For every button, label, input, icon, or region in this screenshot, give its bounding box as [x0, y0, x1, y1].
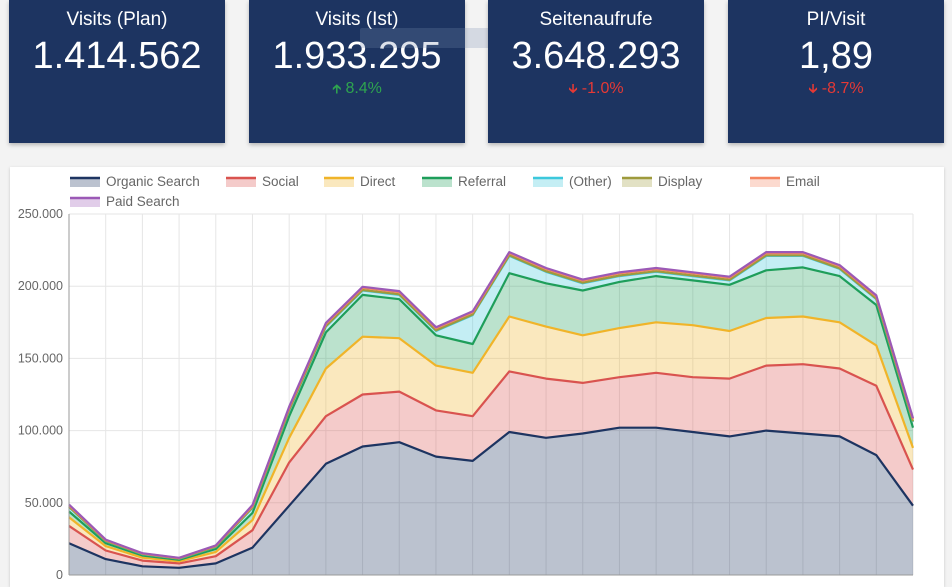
- legend-item-referral: Referral: [422, 174, 506, 189]
- kpi-change-value: -8.7%: [821, 80, 864, 97]
- legend-swatch-fill: [533, 178, 563, 187]
- area-social: [69, 364, 913, 568]
- legend-item-email: Email: [750, 174, 820, 189]
- kpi-change: 🡱 8.4%: [249, 80, 465, 102]
- y-tick-label: 0: [56, 568, 63, 582]
- kpi-title: Visits (Plan): [66, 9, 168, 30]
- legend-swatch-fill: [70, 178, 100, 187]
- legend-swatch-fill: [750, 178, 780, 187]
- kpi-card-pi-visit: PI/Visit 1,89 🡳 -8.7%: [728, 0, 944, 143]
- legend-label: Social: [262, 174, 299, 189]
- line-direct: [68, 315, 915, 563]
- kpi-title: Seitenaufrufe: [539, 9, 653, 30]
- legend-item-social: Social: [226, 174, 299, 189]
- legend-item-paid-search: Paid Search: [70, 194, 180, 209]
- legend-label: Display: [658, 174, 703, 189]
- traffic-chart-card: 0 50.000 100.000 150.000 200.000 250.000 Organ…: [10, 167, 944, 587]
- legend-swatch-fill: [324, 178, 354, 187]
- legend-label: Direct: [360, 174, 396, 189]
- kpi-card-visits-ist: Visits (Ist) 1.933.295 🡱 8.4%: [249, 0, 465, 143]
- kpi-change: 🡳 -8.7%: [728, 80, 944, 102]
- kpi-value: 1.933.295: [272, 35, 442, 77]
- kpi-card-visits-plan: Visits (Plan) 1.414.562: [9, 0, 225, 143]
- arrow-up-icon: 🡱: [332, 81, 342, 96]
- y-tick-label: 50.000: [25, 496, 63, 510]
- kpi-value: 1,89: [799, 35, 873, 77]
- legend-item-other: (Other): [533, 174, 612, 189]
- line-social: [68, 363, 915, 565]
- kpi-title: Visits (Ist): [315, 9, 399, 30]
- kpi-change-value: -1.0%: [581, 80, 624, 97]
- y-tick-label: 150.000: [18, 351, 63, 365]
- legend-item-direct: Direct: [324, 174, 396, 189]
- kpi-value: 1.414.562: [32, 35, 202, 77]
- legend-label: Organic Search: [106, 174, 200, 189]
- y-tick-label: 100.000: [18, 424, 63, 438]
- legend-swatch-fill: [226, 178, 256, 187]
- y-tick-label: 200.000: [18, 279, 63, 293]
- legend-label: Email: [786, 174, 820, 189]
- legend-item-organic-search: Organic Search: [70, 174, 200, 189]
- line-organic-search: [68, 426, 914, 569]
- area-referral: [69, 267, 913, 562]
- kpi-card-seitenaufrufe: Seitenaufrufe 3.648.293 🡳 -1.0%: [488, 0, 704, 143]
- arrow-down-icon: 🡳: [568, 81, 578, 96]
- kpi-title: PI/Visit: [806, 9, 866, 30]
- series-lines: [68, 251, 915, 569]
- legend-swatch-fill: [622, 178, 652, 187]
- stacked-area-chart: 0 50.000 100.000 150.000 200.000 250.000 Organ…: [18, 174, 915, 582]
- kpi-change-value: 8.4%: [345, 80, 382, 97]
- area-direct: [69, 316, 913, 564]
- legend-label: (Other): [569, 174, 612, 189]
- line-referral: [68, 266, 915, 561]
- legend-label: Referral: [458, 174, 506, 189]
- kpi-change: 🡳 -1.0%: [488, 80, 704, 102]
- arrow-down-icon: 🡳: [808, 81, 818, 96]
- line-paid-search: [68, 251, 915, 559]
- chart-legend: Organic Search Social Direct Referral (Other…: [70, 174, 820, 209]
- y-tick-label: 250.000: [18, 207, 63, 221]
- legend-item-display: Display: [622, 174, 703, 189]
- area-organic-search: [69, 427, 913, 575]
- legend-swatch-fill: [422, 178, 452, 187]
- kpi-value: 3.648.293: [511, 35, 681, 77]
- area-layers: [69, 252, 913, 575]
- legend-label: Paid Search: [106, 194, 180, 209]
- y-tick-labels: 0 50.000 100.000 150.000 200.000 250.000: [18, 207, 63, 582]
- legend-swatch-fill: [70, 198, 100, 207]
